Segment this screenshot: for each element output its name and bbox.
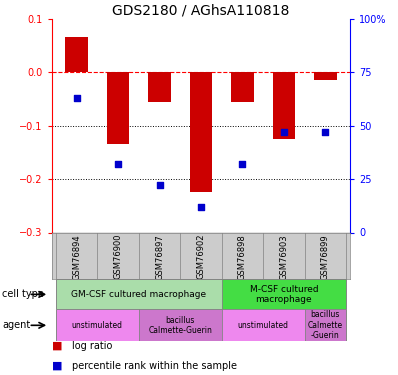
Text: M-CSF cultured
macrophage: M-CSF cultured macrophage xyxy=(250,285,318,304)
Bar xyxy=(148,72,171,102)
Text: GSM76902: GSM76902 xyxy=(197,234,205,279)
Text: ■: ■ xyxy=(52,361,62,370)
Text: GM-CSF cultured macrophage: GM-CSF cultured macrophage xyxy=(71,290,207,299)
Text: log ratio: log ratio xyxy=(72,341,112,351)
Point xyxy=(115,161,121,167)
Bar xyxy=(231,72,254,102)
Bar xyxy=(222,309,304,341)
Text: GSM76899: GSM76899 xyxy=(321,234,330,279)
Bar xyxy=(314,72,337,80)
Text: unstimulated: unstimulated xyxy=(238,321,289,330)
Title: GDS2180 / AGhsA110818: GDS2180 / AGhsA110818 xyxy=(112,4,290,18)
Bar xyxy=(56,279,222,309)
Text: GSM76900: GSM76900 xyxy=(113,234,123,279)
Text: GSM76897: GSM76897 xyxy=(155,234,164,280)
Point xyxy=(239,161,246,167)
Text: cell type: cell type xyxy=(2,290,44,299)
Bar xyxy=(189,72,213,192)
Text: GSM76894: GSM76894 xyxy=(72,234,81,279)
Text: ■: ■ xyxy=(52,341,62,351)
Bar xyxy=(107,72,129,144)
Bar xyxy=(56,309,139,341)
Bar xyxy=(304,309,346,341)
Bar xyxy=(222,279,346,309)
Bar xyxy=(273,72,295,139)
Point xyxy=(74,95,80,101)
Text: bacillus
Calmette-Guerin: bacillus Calmette-Guerin xyxy=(148,316,212,335)
Bar xyxy=(65,38,88,72)
Point xyxy=(198,204,204,210)
Point xyxy=(281,129,287,135)
Bar xyxy=(139,309,222,341)
Text: GSM76903: GSM76903 xyxy=(279,234,289,279)
Text: bacillus
Calmette
-Guerin: bacillus Calmette -Guerin xyxy=(308,310,343,340)
Point xyxy=(156,183,163,189)
Point xyxy=(322,129,329,135)
Text: unstimulated: unstimulated xyxy=(72,321,123,330)
Text: agent: agent xyxy=(2,320,30,330)
Text: percentile rank within the sample: percentile rank within the sample xyxy=(72,361,237,370)
Text: GSM76898: GSM76898 xyxy=(238,234,247,280)
